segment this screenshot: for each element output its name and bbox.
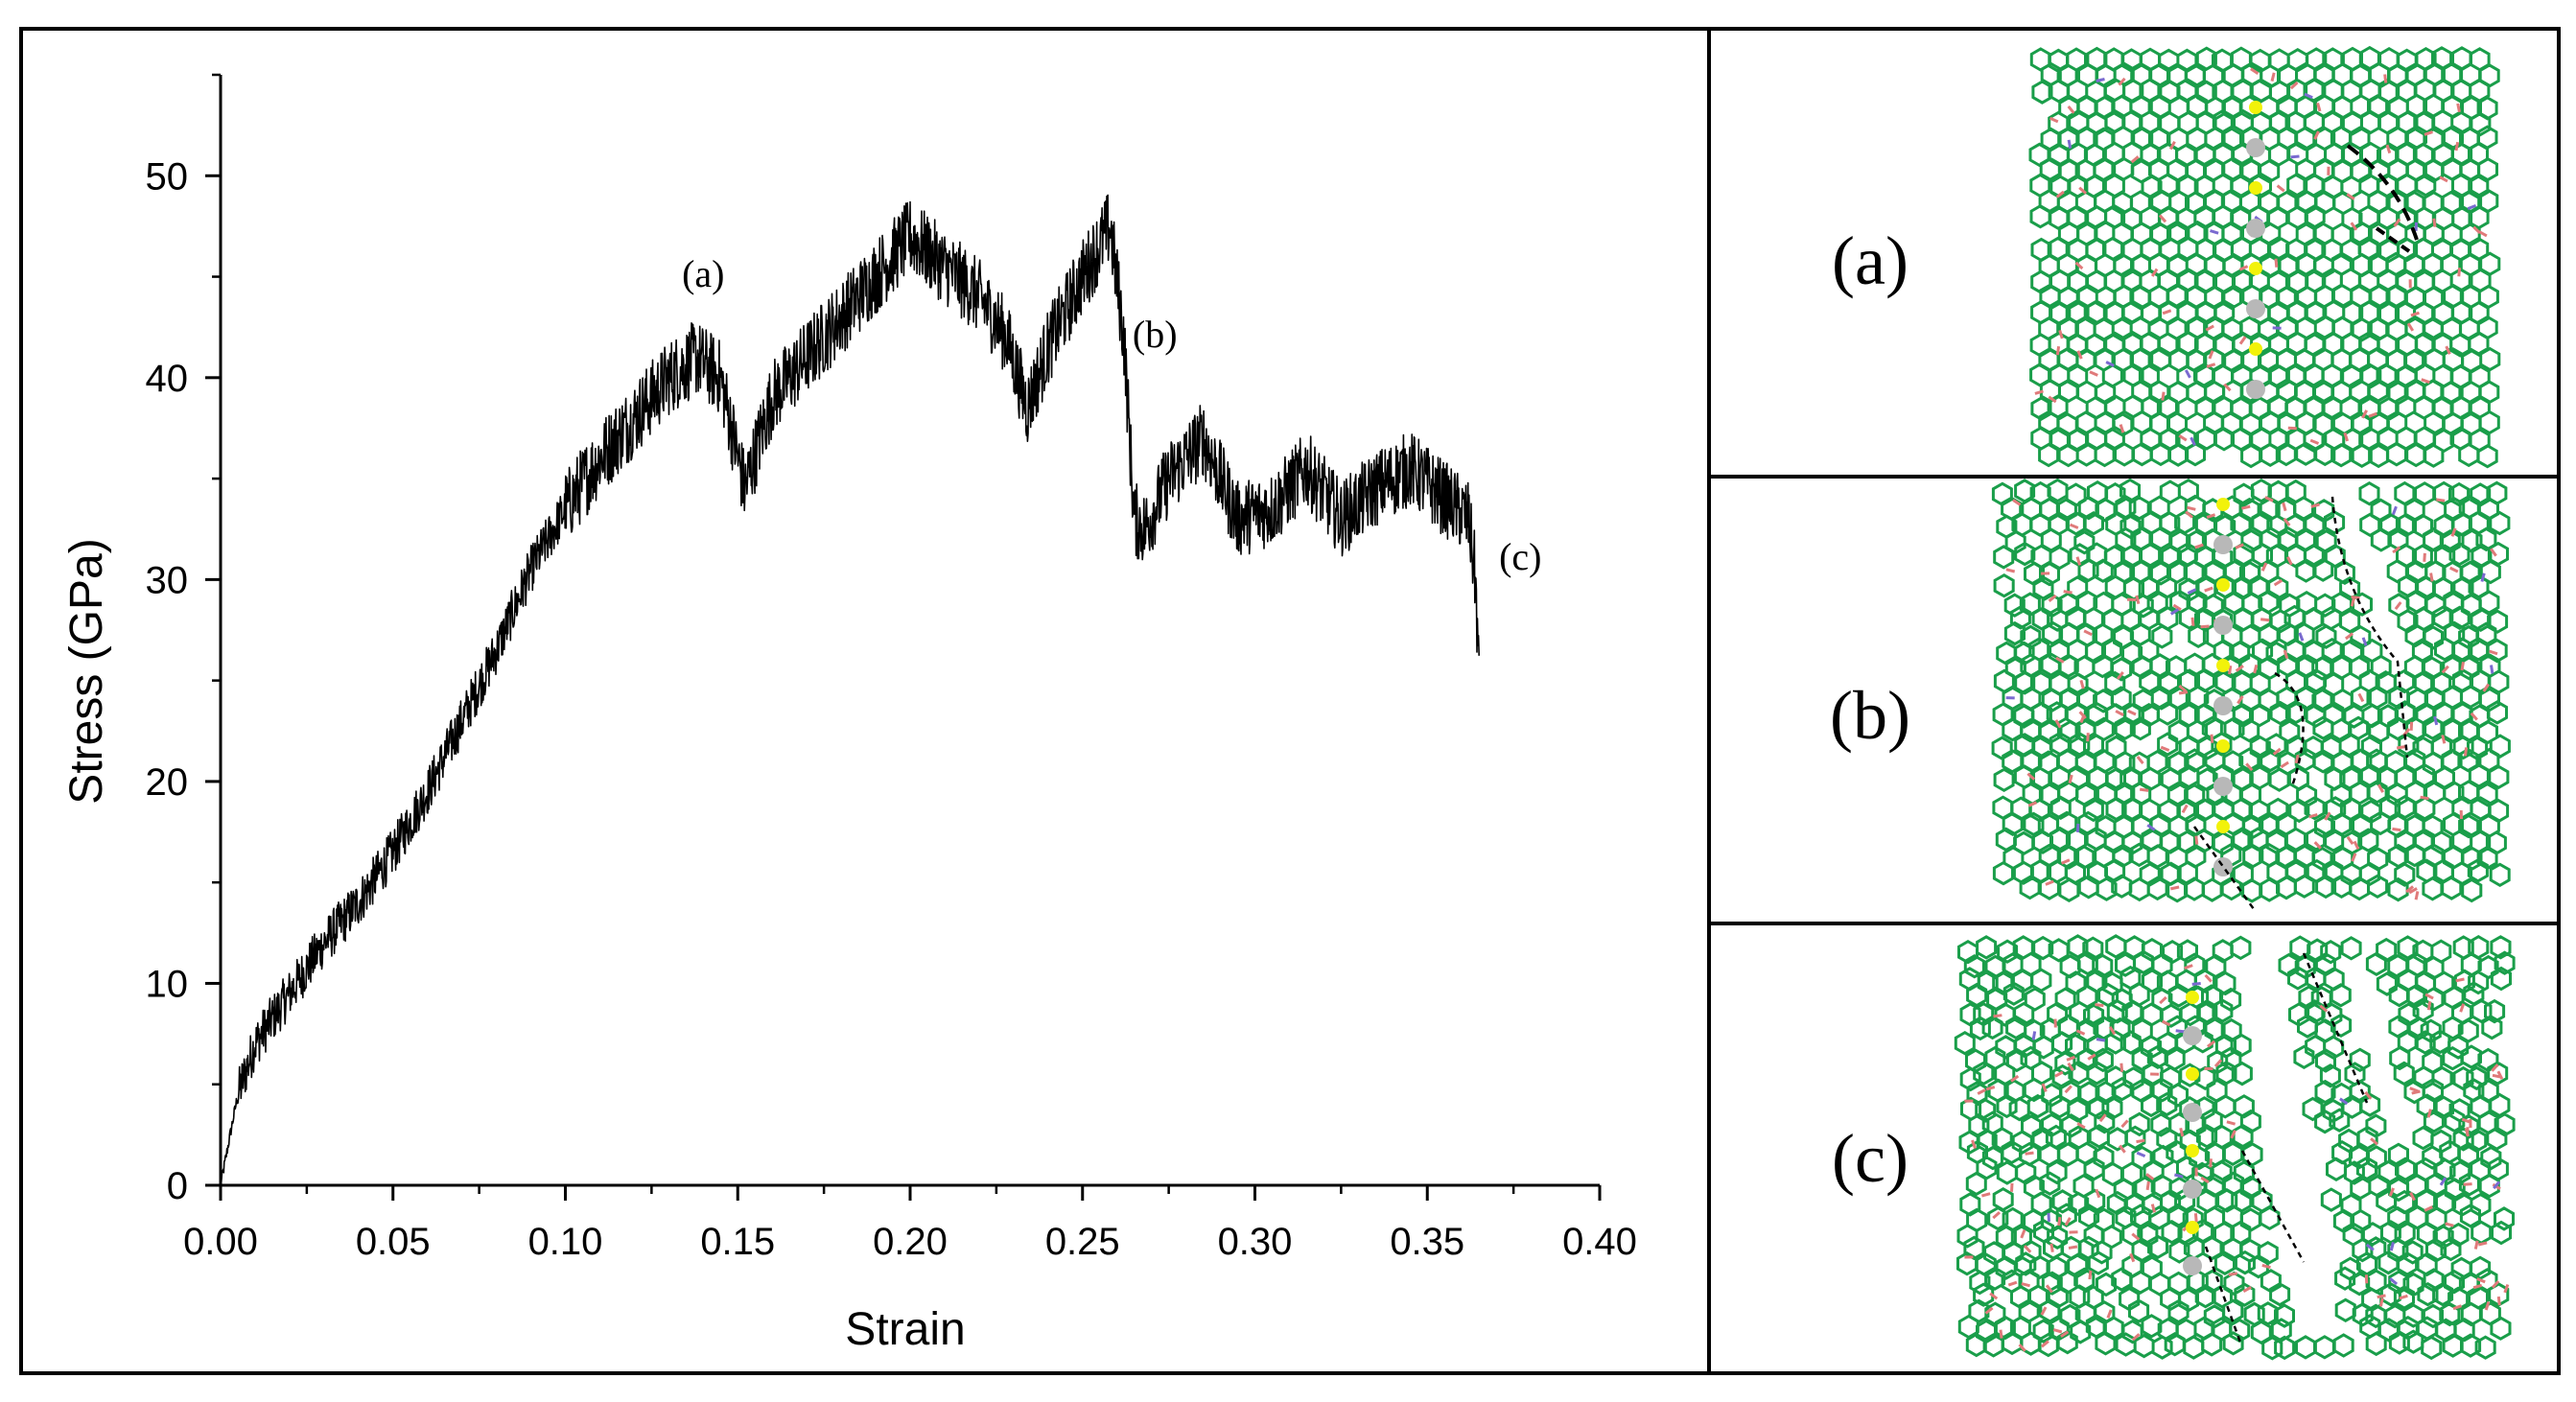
panel-label-c: (c) [1832, 1120, 1909, 1197]
carbon-bond-network [2028, 45, 2501, 469]
chart-ticks: 0.00 0.05 0.10 0.15 0.20 0.25 0.30 0.35 0.40 0 10 2… [146, 73, 1637, 1263]
x-tick-label: 0.10 [528, 1221, 603, 1263]
snapshot-panel-c: (c) [1832, 934, 2516, 1361]
crack-line [2274, 671, 2305, 787]
marker-atom [2213, 616, 2233, 635]
panel-label-a: (a) [1832, 222, 1909, 299]
chart-annotation: (c) [1499, 535, 1541, 578]
y-axis-label: Stress (GPa) [61, 538, 112, 804]
molecular-snapshot-c [1954, 934, 2516, 1361]
marker-atom [2249, 181, 2262, 195]
snapshot-panel-a: (a) [1832, 45, 2501, 469]
marker-atom [2246, 219, 2265, 238]
x-tick-label: 0.20 [873, 1221, 948, 1263]
marker-atom [2216, 820, 2230, 833]
marker-atom [2186, 1067, 2199, 1081]
molecular-snapshot-a [2028, 45, 2501, 469]
chart-annotation: (a) [682, 252, 724, 295]
carbon-bond-network [1991, 478, 2511, 903]
y-tick-label: 20 [146, 761, 189, 804]
chart-series [220, 194, 1480, 1186]
marker-atom [2246, 299, 2265, 318]
molecular-snapshot-b [1991, 478, 2511, 910]
chart-annotation: (b) [1133, 313, 1178, 356]
marker-atom [2183, 1180, 2202, 1199]
x-axis-label: Strain [845, 1304, 965, 1355]
marker-atom [2249, 262, 2262, 275]
y-tick-label: 50 [146, 155, 189, 198]
marker-atom [2186, 1221, 2199, 1234]
x-tick-label: 0.00 [183, 1221, 258, 1263]
hydrogen-groups [2005, 505, 2494, 833]
y-tick-label: 10 [146, 963, 189, 1005]
chart-annotations: (a) (b) (c) [682, 252, 1541, 578]
marker-atom [2186, 991, 2199, 1004]
crack-line [2204, 1246, 2242, 1344]
stress-strain-chart: 0.00 0.05 0.10 0.15 0.20 0.25 0.30 0.35 0.40 0 10 2… [61, 73, 1637, 1355]
x-tick-label: 0.05 [356, 1221, 431, 1263]
marker-atom [2213, 696, 2233, 715]
crack-line [2375, 226, 2411, 253]
oxygen-groups [2034, 67, 2488, 445]
y-tick-label: 0 [167, 1165, 188, 1207]
marker-atom [2213, 777, 2233, 796]
marker-atom [2186, 1144, 2199, 1157]
x-tick-label: 0.40 [1562, 1221, 1637, 1263]
marker-atom [2213, 857, 2233, 876]
marker-atom [2183, 1256, 2202, 1275]
marker-atom [2246, 380, 2265, 399]
x-tick-label: 0.35 [1390, 1221, 1464, 1263]
crack-line [2240, 1150, 2306, 1263]
marker-atom [2213, 535, 2233, 554]
crack-line [2192, 826, 2256, 910]
carbon-bond-network [1954, 934, 2516, 1361]
marker-atom [2216, 739, 2230, 753]
marker-atom [2183, 1026, 2202, 1045]
snapshot-panel-b: (b) [1830, 478, 2511, 910]
marker-atom [2249, 342, 2262, 356]
panel-label-b: (b) [1830, 677, 1910, 754]
figure-frame [19, 27, 2561, 1375]
y-tick-label: 30 [146, 559, 189, 601]
marker-atom [2249, 101, 2262, 114]
y-tick-label: 40 [146, 358, 189, 400]
x-tick-label: 0.15 [700, 1221, 775, 1263]
marker-atom [2216, 498, 2230, 511]
marker-atom [2246, 138, 2265, 157]
marker-atom [2216, 578, 2230, 592]
crack-line [2330, 496, 2409, 759]
marker-atom [2183, 1103, 2202, 1122]
x-tick-label: 0.30 [1218, 1221, 1293, 1263]
crack-line [2346, 144, 2419, 241]
marker-atom [2216, 659, 2230, 672]
series-line [220, 194, 1480, 1186]
x-tick-label: 0.25 [1045, 1221, 1120, 1263]
oxygen-groups [1964, 964, 2510, 1352]
hydrogen-groups [2031, 982, 2501, 1286]
